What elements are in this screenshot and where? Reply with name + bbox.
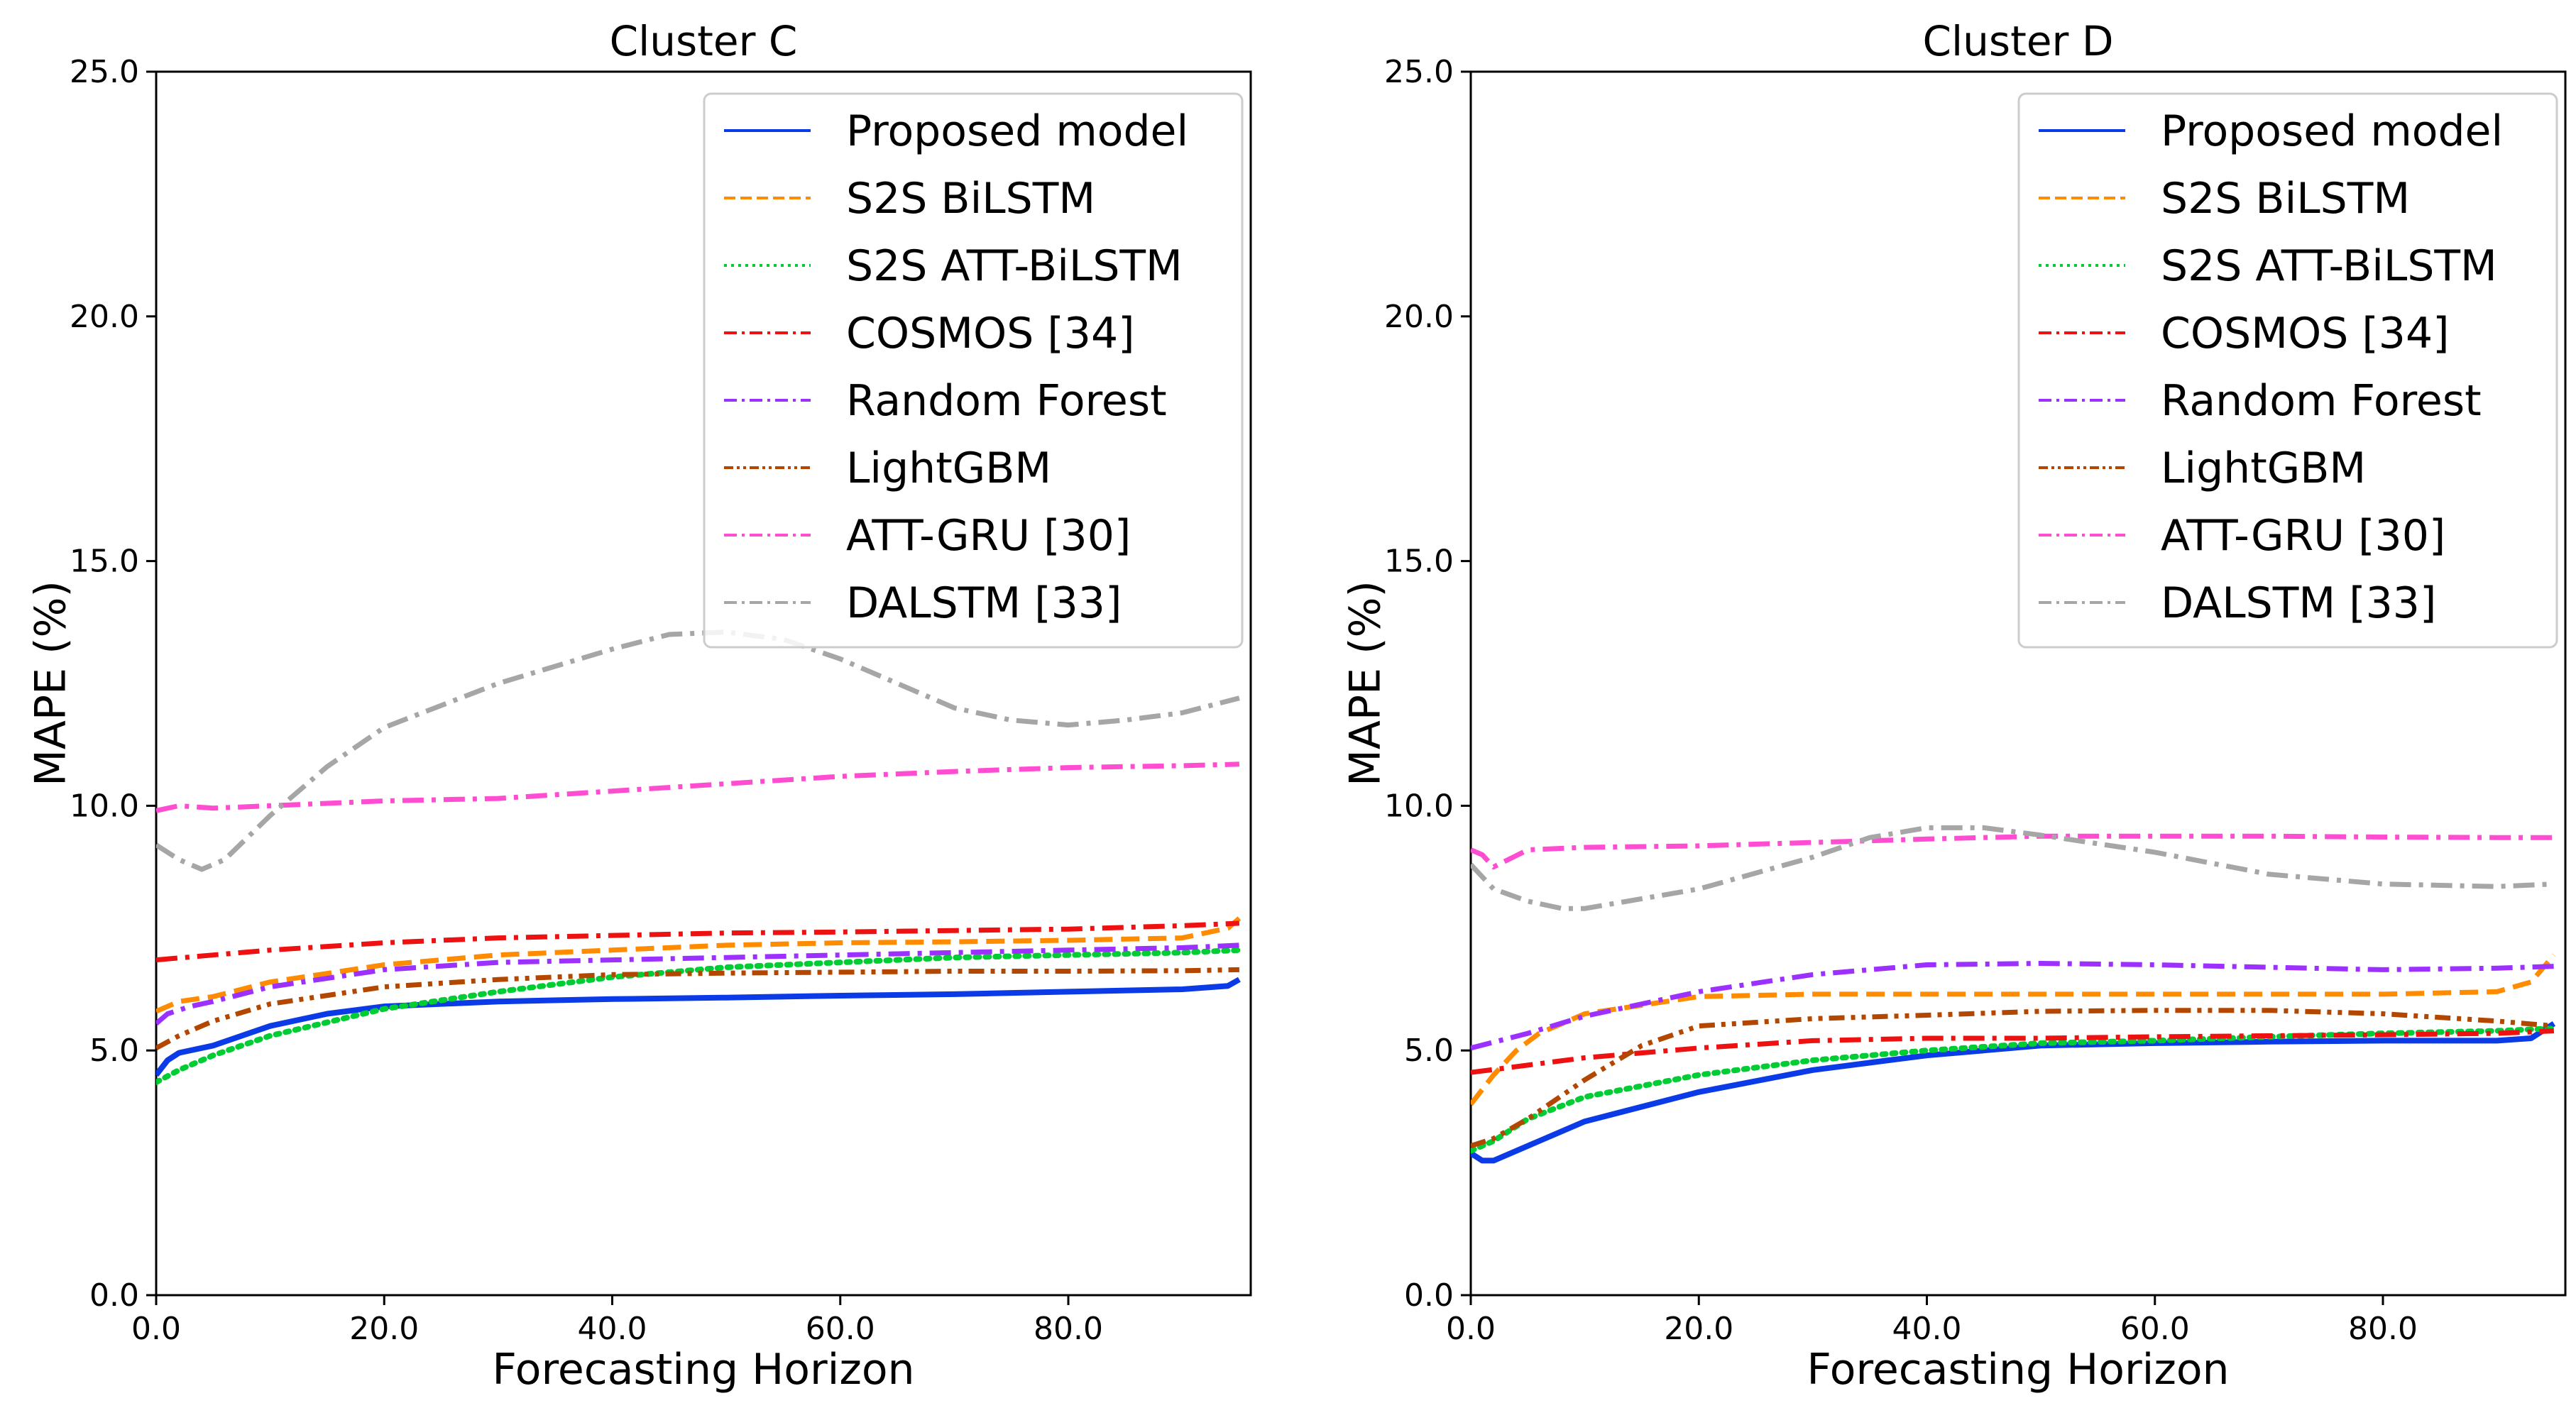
panel-cluster-d: Cluster D Forecasting Horizon MAPE (%) 0.0 2…	[1341, 17, 2567, 1395]
series-group	[156, 629, 1242, 1085]
x-tick-label: 40.0	[1892, 1311, 1962, 1347]
x-tick-label: 40.0	[578, 1311, 647, 1347]
series-line-s2s-bilstm	[1471, 953, 2556, 1106]
y-tick-label: 15.0	[1384, 544, 1454, 580]
x-tick-label: 60.0	[806, 1311, 875, 1347]
series-line-random-forest	[156, 942, 1240, 1025]
legend-label: Random Forest	[2161, 376, 2482, 426]
plot-area	[155, 70, 1252, 1297]
legend-box	[2017, 92, 2558, 649]
legend-label: S2S BiLSTM	[846, 174, 1095, 224]
x-tick-label: 0.0	[131, 1311, 181, 1347]
x-axis-label: Forecasting Horizon	[1807, 1345, 2229, 1395]
series-line-cosmos-34	[156, 920, 1240, 963]
x-tick-label: 80.0	[1034, 1311, 1103, 1347]
legend-label: COSMOS [34]	[2161, 309, 2450, 358]
series-line-lightgbm	[156, 967, 1239, 1050]
panel-title: Cluster C	[610, 17, 798, 65]
series-line-proposed-model	[1471, 1021, 2556, 1164]
x-tick-label: 60.0	[2120, 1311, 2190, 1347]
series-line-att-gru-30	[156, 761, 1239, 813]
y-tick-label: 5.0	[89, 1033, 139, 1069]
legend-box	[703, 92, 1244, 649]
y-tick-label: 25.0	[70, 54, 139, 90]
series-line-proposed-model	[156, 977, 1241, 1077]
legend-label: Proposed model	[2161, 106, 2503, 156]
panel-title: Cluster D	[1923, 17, 2114, 65]
y-tick-label: 0.0	[1404, 1277, 1454, 1314]
y-tick-label: 0.0	[89, 1277, 139, 1314]
y-axis-label: MAPE (%)	[26, 581, 76, 786]
series-line-cosmos-34	[1471, 1028, 2555, 1075]
plot-area	[1469, 70, 2567, 1297]
y-tick-label: 20.0	[1384, 299, 1454, 335]
legend-label: S2S BiLSTM	[2161, 174, 2410, 224]
series-line-s2s-bilstm	[156, 916, 1242, 1014]
x-tick-label: 80.0	[2348, 1311, 2418, 1347]
legend-label: DALSTM [33]	[2161, 578, 2436, 628]
y-tick-label: 25.0	[1384, 54, 1454, 90]
y-tick-label: 20.0	[70, 299, 139, 335]
x-tick-label: 0.0	[1446, 1311, 1496, 1347]
y-tick-label: 10.0	[1384, 788, 1454, 824]
series-line-dalstm-33	[1471, 825, 2555, 911]
x-axis-label: Forecasting Horizon	[492, 1345, 914, 1395]
series-line-dalstm-33	[156, 629, 1240, 872]
legend-label: COSMOS [34]	[846, 309, 1135, 358]
x-tick-label: 20.0	[1664, 1311, 1733, 1347]
series-line-lightgbm	[1471, 1008, 2555, 1149]
x-tick-label: 20.0	[349, 1311, 419, 1347]
series-group	[1471, 825, 2557, 1164]
y-tick-label: 15.0	[70, 544, 139, 580]
legend-label: LightGBM	[846, 444, 1051, 493]
legend-label: S2S ATT-BiLSTM	[846, 241, 1183, 291]
legend-label: LightGBM	[2161, 444, 2366, 493]
y-tick-label: 5.0	[1404, 1033, 1454, 1069]
legend-label: Random Forest	[846, 376, 1167, 426]
legend-label: DALSTM [33]	[846, 578, 1122, 628]
legend-label: S2S ATT-BiLSTM	[2161, 241, 2497, 291]
legend-label: ATT-GRU [30]	[2161, 511, 2445, 561]
legend: Proposed model S2S BiLSTM S2S ATT-BiLSTM CO…	[2017, 92, 2558, 649]
legend-label: Proposed model	[846, 106, 1188, 156]
y-tick-label: 10.0	[70, 788, 139, 824]
legend-label: ATT-GRU [30]	[846, 511, 1131, 561]
panel-cluster-c: Cluster C Forecasting Horizon MAPE (%) 0.0 2…	[26, 17, 1252, 1395]
y-axis-label: MAPE (%)	[1341, 581, 1391, 786]
legend: Proposed model S2S BiLSTM S2S ATT-BiLSTM CO…	[703, 92, 1244, 649]
